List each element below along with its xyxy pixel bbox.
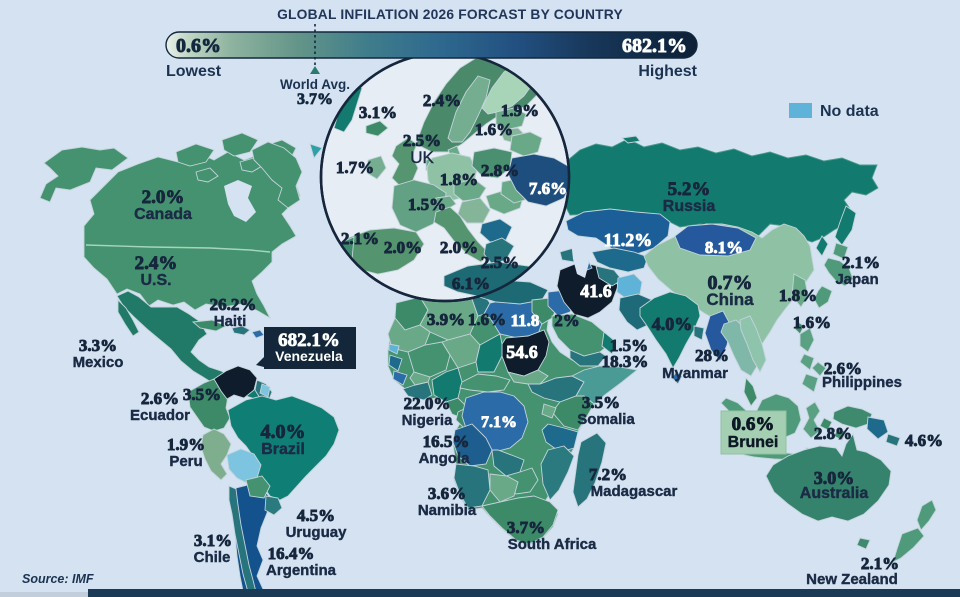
svg-text:2.0%: 2.0% xyxy=(384,238,422,257)
svg-text:2.1%: 2.1% xyxy=(842,253,880,272)
svg-text:11.2%: 11.2% xyxy=(604,230,653,250)
svg-text:7.1%: 7.1% xyxy=(481,414,517,431)
svg-text:3.1%: 3.1% xyxy=(194,531,232,550)
svg-text:Namibia: Namibia xyxy=(418,502,477,519)
svg-text:2.5%: 2.5% xyxy=(403,131,441,150)
svg-text:South Africa: South Africa xyxy=(508,536,597,553)
svg-text:GLOBAL INFILATION 2026 FORCAST: GLOBAL INFILATION 2026 FORCAST BY COUNTR… xyxy=(277,7,623,22)
svg-text:Venezuela: Venezuela xyxy=(275,348,343,364)
svg-text:1.6%: 1.6% xyxy=(793,313,831,332)
svg-text:Haiti: Haiti xyxy=(214,313,247,330)
svg-text:2.5%: 2.5% xyxy=(481,253,519,272)
svg-text:11.8: 11.8 xyxy=(511,311,540,330)
svg-text:1.7%: 1.7% xyxy=(336,158,374,177)
svg-text:Argentina: Argentina xyxy=(266,562,337,579)
svg-text:0.6%: 0.6% xyxy=(732,414,775,435)
svg-text:1.5%: 1.5% xyxy=(610,336,648,355)
svg-text:3.5%: 3.5% xyxy=(582,393,620,412)
svg-text:18.3%: 18.3% xyxy=(602,352,649,371)
svg-text:2.0%: 2.0% xyxy=(440,238,478,257)
svg-text:2%: 2% xyxy=(554,311,580,330)
svg-text:22.0%: 22.0% xyxy=(404,394,451,413)
svg-text:7.2%: 7.2% xyxy=(589,465,627,484)
svg-text:2.6%: 2.6% xyxy=(141,389,179,408)
svg-text:28%: 28% xyxy=(695,346,729,365)
svg-text:26.2%: 26.2% xyxy=(210,295,257,314)
svg-text:2.6%: 2.6% xyxy=(824,359,862,378)
svg-text:2.8%: 2.8% xyxy=(481,161,519,180)
svg-text:6.1%: 6.1% xyxy=(452,274,490,293)
svg-text:Chile: Chile xyxy=(194,549,231,566)
svg-text:3.1%: 3.1% xyxy=(359,103,397,122)
svg-text:3.3%: 3.3% xyxy=(79,336,117,355)
svg-text:3.9%: 3.9% xyxy=(427,310,465,329)
svg-text:Brunei: Brunei xyxy=(728,434,779,451)
svg-text:World Avg.: World Avg. xyxy=(280,77,350,92)
svg-text:3.7%: 3.7% xyxy=(297,91,333,108)
svg-text:16.5%: 16.5% xyxy=(423,432,470,451)
svg-text:U.S.: U.S. xyxy=(140,272,171,289)
svg-text:Somalia: Somalia xyxy=(577,411,635,428)
svg-text:3.6%: 3.6% xyxy=(428,484,466,503)
svg-text:5.2%: 5.2% xyxy=(668,179,711,200)
svg-text:Nigeria: Nigeria xyxy=(402,412,454,429)
svg-text:0.6%: 0.6% xyxy=(176,35,221,57)
svg-text:682.1%: 682.1% xyxy=(278,330,340,351)
svg-text:1.6%: 1.6% xyxy=(475,120,513,139)
svg-text:41.6: 41.6 xyxy=(580,281,612,301)
svg-text:4.0%: 4.0% xyxy=(261,421,306,443)
svg-text:4.6%: 4.6% xyxy=(905,431,943,450)
svg-text:Brazil: Brazil xyxy=(261,441,305,458)
svg-text:2.8%: 2.8% xyxy=(814,424,852,443)
svg-text:Myanmar: Myanmar xyxy=(662,365,728,382)
svg-text:Source: IMF: Source: IMF xyxy=(22,572,94,586)
svg-text:Ecuador: Ecuador xyxy=(130,407,190,424)
svg-text:1.6%: 1.6% xyxy=(468,310,506,329)
svg-text:8.1%: 8.1% xyxy=(705,238,743,257)
svg-text:0.7%: 0.7% xyxy=(708,272,753,294)
svg-text:1.5%: 1.5% xyxy=(408,195,446,214)
svg-text:7.6%: 7.6% xyxy=(529,179,567,198)
svg-text:Canada: Canada xyxy=(134,206,192,223)
svg-text:Russia: Russia xyxy=(663,198,716,215)
svg-text:Australia: Australia xyxy=(800,485,869,502)
svg-text:4.0%: 4.0% xyxy=(652,314,693,334)
svg-text:Japan: Japan xyxy=(835,271,878,288)
svg-text:Lowest: Lowest xyxy=(166,63,222,80)
svg-text:Angola: Angola xyxy=(419,450,470,467)
svg-text:No data: No data xyxy=(820,103,879,120)
svg-text:2.4%: 2.4% xyxy=(423,91,461,110)
svg-text:New Zealand: New Zealand xyxy=(806,571,898,588)
svg-text:Peru: Peru xyxy=(169,453,202,470)
svg-text:China: China xyxy=(706,290,754,309)
svg-text:3.0%: 3.0% xyxy=(814,468,855,488)
svg-text:1.9%: 1.9% xyxy=(167,435,205,454)
svg-text:Uruguay: Uruguay xyxy=(286,524,348,541)
svg-text:1.8%: 1.8% xyxy=(779,286,817,305)
svg-text:16.4%: 16.4% xyxy=(268,544,315,563)
svg-text:3.7%: 3.7% xyxy=(507,518,545,537)
svg-text:54.6: 54.6 xyxy=(506,342,538,362)
svg-text:2.1%: 2.1% xyxy=(341,229,379,248)
svg-text:2.4%: 2.4% xyxy=(135,253,178,274)
svg-text:3.5%: 3.5% xyxy=(183,385,221,404)
svg-text:1.9%: 1.9% xyxy=(501,101,539,120)
svg-text:4.5%: 4.5% xyxy=(297,506,335,525)
svg-text:Highest: Highest xyxy=(638,63,697,80)
svg-text:UK: UK xyxy=(410,148,434,167)
svg-text:Madagascar: Madagascar xyxy=(591,483,678,500)
svg-text:2.0%: 2.0% xyxy=(142,187,185,208)
svg-text:2.1%: 2.1% xyxy=(861,554,899,573)
svg-text:Mexico: Mexico xyxy=(73,354,124,371)
svg-text:1.8%: 1.8% xyxy=(440,170,478,189)
svg-text:682.1%: 682.1% xyxy=(622,35,687,57)
svg-text:Philippines: Philippines xyxy=(822,374,902,391)
